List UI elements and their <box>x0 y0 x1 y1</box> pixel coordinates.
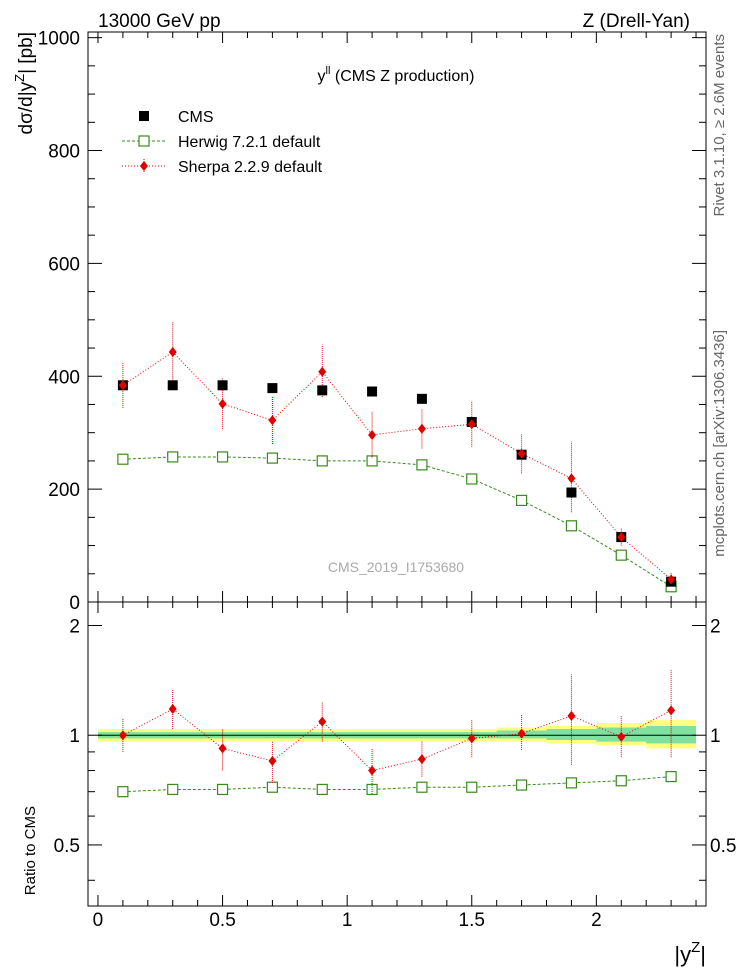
legend-herwig-marker <box>138 135 150 147</box>
sherpa-point <box>417 423 426 434</box>
herwig-point <box>515 494 528 507</box>
x-tick-label: 0.5 <box>209 910 235 931</box>
ratio-sherpa-point <box>567 710 576 721</box>
legend: CMS Herwig 7.2.1 default Sherpa 2.2.9 de… <box>122 109 323 176</box>
cms-point <box>367 386 378 397</box>
ratio-sherpa-point <box>168 704 177 715</box>
sherpa-point <box>318 366 327 377</box>
ratio-herwig-point <box>615 775 627 787</box>
cms-point <box>416 393 427 404</box>
sherpa-point <box>467 419 476 430</box>
x-tick-label: 1.5 <box>459 910 485 931</box>
ratio-plot-panel: 0.5 0.5 1 1 2 2 0 0.5 1 1.5 2 <box>54 601 736 931</box>
legend-sherpa-label: Sherpa 2.2.9 default <box>178 159 323 176</box>
herwig-point <box>316 455 328 467</box>
ratio-herwig-point <box>665 770 677 783</box>
analysis-watermark: CMS_2019_I1753680 <box>328 559 464 575</box>
main-plot-panel: 0 200 400 600 800 1000 <box>38 29 707 614</box>
herwig-point <box>167 451 179 463</box>
sherpa-point <box>218 398 227 409</box>
ratio-sherpa-point <box>118 730 127 741</box>
herwig-point <box>366 455 378 467</box>
ratio-y-axis-label: Ratio to CMS <box>22 806 39 895</box>
ratio-y-tick-label-left: 0.5 <box>54 836 80 857</box>
ratio-y-tick-label-right: 0.5 <box>710 836 736 857</box>
herwig-point <box>416 459 428 471</box>
cms-point <box>267 383 278 394</box>
ratio-sherpa-point <box>467 733 476 744</box>
main-y-tick-label: 200 <box>48 480 80 501</box>
herwig-point <box>266 452 279 464</box>
ratio-sherpa-point <box>617 731 626 742</box>
x-tick-label: 0 <box>93 910 104 931</box>
sherpa-point <box>368 429 377 440</box>
herwig-line <box>122 456 672 588</box>
x-tick-label: 2 <box>591 910 602 931</box>
herwig-point <box>466 473 478 485</box>
ratio-herwig-point <box>515 779 528 791</box>
ratio-y-tick-label-left: 1 <box>69 726 80 747</box>
ratio-sherpa-point <box>517 728 526 739</box>
herwig-point <box>216 451 229 463</box>
ratio-herwig-point <box>167 783 179 796</box>
ratio-herwig-point <box>565 777 578 789</box>
ratio-herwig-line <box>122 776 672 793</box>
main-y-tick-label: 800 <box>48 142 80 163</box>
ratio-sherpa-point <box>268 755 277 766</box>
legend-herwig-label: Herwig 7.2.1 default <box>178 134 321 151</box>
ratio-sherpa-line <box>122 708 672 772</box>
legend-cms-label: CMS <box>178 109 214 126</box>
ratio-herwig-point <box>216 783 229 796</box>
ratio-herwig-point <box>266 781 279 793</box>
ratio-herwig-point <box>416 781 428 793</box>
main-y-axis-label: dσ/d|yZ| [pb] <box>12 32 37 134</box>
ratio-y-tick-label-left: 2 <box>69 616 80 637</box>
cms-point <box>167 380 178 391</box>
sherpa-line <box>122 351 672 580</box>
ratio-herwig-point <box>466 781 478 793</box>
main-y-tick-label: 600 <box>48 254 80 275</box>
sherpa-point <box>617 532 626 543</box>
ratio-sherpa-point <box>318 716 327 727</box>
ratio-herwig-point <box>117 786 129 798</box>
mcplots-site-label: mcplots.cern.ch [arXiv:1306.3436] <box>711 330 728 557</box>
sherpa-point <box>268 415 277 426</box>
x-axis-label: |yZ| <box>674 939 706 967</box>
cms-point <box>566 487 577 498</box>
cms-point <box>317 385 328 396</box>
rivet-version-label: Rivet 3.1.10, ≥ 2.6M events <box>711 34 728 217</box>
sherpa-point <box>567 473 576 484</box>
cms-point <box>217 380 228 391</box>
main-y-tick-label: 1000 <box>38 29 80 50</box>
plot-title: yll (CMS Z production) <box>318 65 475 85</box>
cms-uncertainty-band-inner <box>97 725 697 744</box>
ratio-y-tick-label-right: 1 <box>710 726 721 747</box>
ratio-sherpa-point <box>417 754 426 765</box>
header-left-label: 13000 GeV pp <box>98 11 221 32</box>
sherpa-point <box>168 346 177 357</box>
ratio-herwig-point <box>316 783 328 796</box>
ratio-sherpa-point <box>667 705 676 716</box>
sherpa-point <box>118 380 127 391</box>
ratio-y-tick-label-right: 2 <box>710 616 721 637</box>
herwig-point <box>565 520 578 532</box>
herwig-point <box>117 453 129 465</box>
sherpa-point <box>667 574 676 585</box>
legend-sherpa-marker <box>140 161 148 171</box>
ratio-sherpa-point <box>368 765 377 776</box>
ratio-frame <box>87 601 707 907</box>
main-y-tick-label: 400 <box>48 367 80 388</box>
header-right-label: Z (Drell-Yan) <box>583 11 690 32</box>
herwig-point <box>615 549 627 561</box>
main-y-tick-label: 0 <box>69 593 80 614</box>
x-tick-label: 1 <box>342 910 353 931</box>
legend-cms-marker <box>139 111 149 121</box>
ratio-sherpa-point <box>218 743 227 754</box>
sherpa-point <box>517 448 526 459</box>
